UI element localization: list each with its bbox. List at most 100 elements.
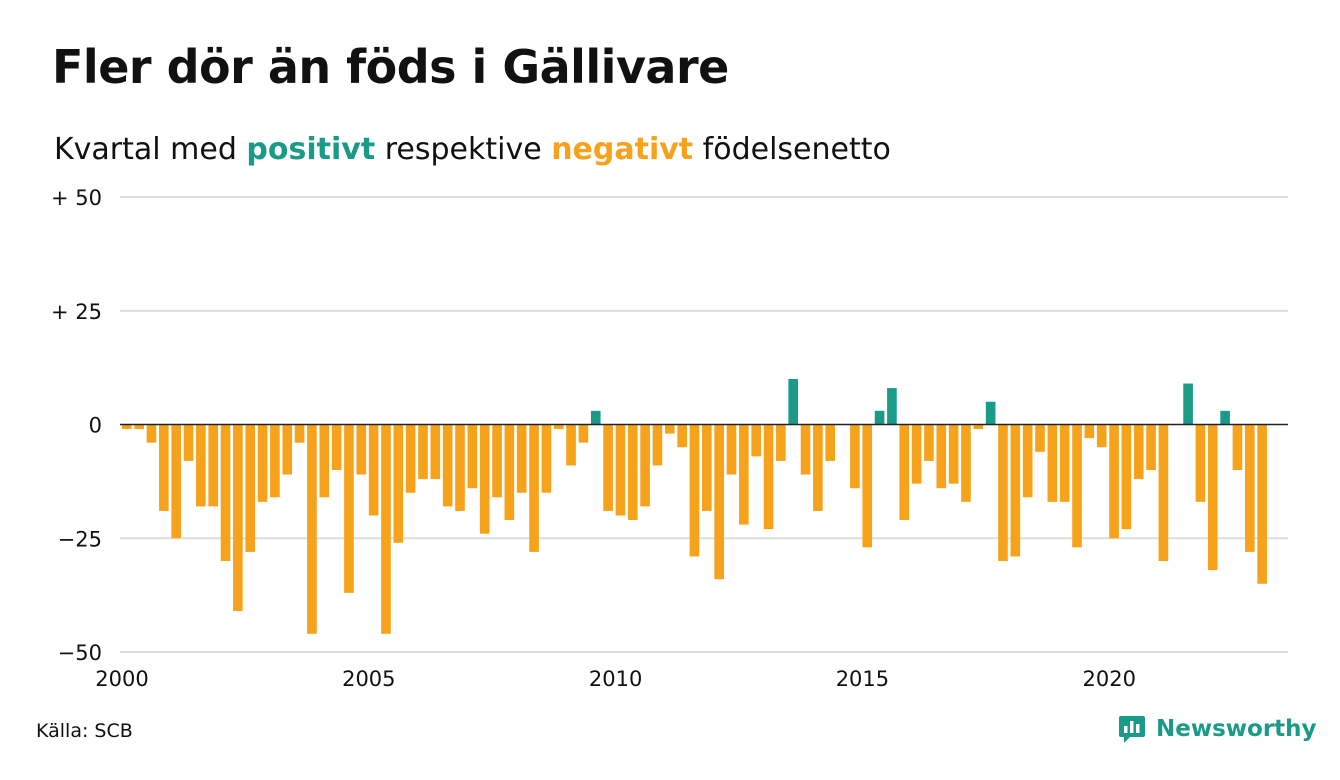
bar — [1220, 410, 1230, 425]
bar — [159, 424, 169, 511]
bar — [294, 424, 305, 443]
bar — [763, 424, 774, 530]
bar — [1232, 424, 1243, 470]
bar — [220, 424, 231, 561]
bar — [183, 424, 194, 461]
bar — [529, 424, 539, 552]
x-tick-label: 2000 — [95, 667, 148, 691]
bar-chart-speech-bubble-icon — [1119, 716, 1145, 743]
bar — [208, 424, 219, 507]
bar — [134, 424, 144, 430]
bar — [714, 424, 724, 580]
chart-title: Fler dör än föds i Gällivare — [52, 40, 729, 94]
bar — [776, 424, 786, 461]
bar — [381, 424, 391, 634]
bar — [307, 424, 317, 634]
x-tick-label: 2005 — [342, 667, 395, 691]
bar — [368, 424, 379, 516]
bar — [985, 401, 996, 425]
y-tick-label: −50 — [58, 641, 102, 665]
bar — [1207, 424, 1218, 571]
bar — [442, 424, 453, 507]
bar — [405, 424, 416, 493]
bar — [862, 424, 873, 548]
bar — [1146, 424, 1156, 470]
bar — [813, 424, 823, 511]
bar — [1084, 424, 1095, 439]
bar — [689, 424, 700, 557]
bar — [578, 424, 589, 443]
bar — [1059, 424, 1070, 502]
chart-subtitle: Kvartal med positivt respektive negativt… — [54, 132, 891, 167]
bar — [800, 424, 811, 475]
bar — [1195, 424, 1206, 502]
bar — [418, 424, 428, 480]
bar — [455, 424, 465, 511]
bar — [1010, 424, 1021, 557]
bar — [825, 424, 836, 461]
bar — [652, 424, 663, 466]
bar — [1183, 383, 1193, 425]
y-tick-label: + 25 — [51, 300, 102, 324]
bar — [270, 424, 280, 498]
bar — [319, 424, 330, 498]
bar — [1109, 424, 1119, 539]
bar — [1133, 424, 1144, 480]
source-note: Källa: SCB — [36, 720, 133, 742]
bar — [1047, 424, 1058, 502]
bar — [936, 424, 947, 489]
bar — [751, 424, 761, 457]
bar — [1244, 424, 1255, 552]
y-tick-label: + 50 — [51, 186, 102, 210]
subtitle-prefix: Kvartal med — [54, 132, 247, 167]
bar — [282, 424, 293, 475]
bar — [615, 424, 626, 516]
bar — [566, 424, 576, 466]
subtitle-negative-word: negativt — [551, 132, 694, 167]
y-tick-label: −25 — [58, 527, 102, 551]
bar — [899, 424, 910, 521]
brand-name: Newsworthy — [1156, 716, 1317, 742]
bar — [590, 410, 601, 425]
bar — [233, 424, 243, 612]
bar — [1035, 424, 1045, 452]
bar — [1121, 424, 1132, 530]
bar — [122, 424, 132, 430]
subtitle-positive-word: positivt — [246, 132, 376, 167]
x-tick-label: 2015 — [836, 667, 889, 691]
bar — [850, 424, 860, 489]
bar — [677, 424, 687, 448]
bar — [257, 424, 268, 502]
bar — [344, 424, 354, 593]
x-tick-label: 2010 — [589, 667, 642, 691]
bar — [393, 424, 404, 543]
bar — [973, 424, 984, 430]
brand-logo[interactable]: Newsworthy — [1118, 714, 1317, 744]
bar — [553, 424, 564, 430]
bars — [122, 379, 1267, 634]
bar — [504, 424, 515, 521]
bar — [331, 424, 342, 470]
bar — [739, 424, 749, 525]
bar — [1072, 424, 1082, 548]
bar — [1257, 424, 1267, 584]
bar — [948, 424, 959, 484]
y-tick-label: 0 — [89, 414, 102, 438]
bar — [356, 424, 367, 475]
bar — [1158, 424, 1169, 561]
bar — [887, 388, 897, 425]
bar — [924, 424, 934, 461]
bar — [627, 424, 638, 521]
bar — [998, 424, 1008, 561]
x-tick-label: 2020 — [1083, 667, 1136, 691]
bar — [171, 424, 181, 539]
bar — [467, 424, 478, 489]
bar — [479, 424, 490, 534]
bar — [603, 424, 613, 511]
bar — [492, 424, 502, 498]
bar — [726, 424, 737, 475]
bar — [664, 424, 675, 434]
bar — [874, 410, 885, 425]
